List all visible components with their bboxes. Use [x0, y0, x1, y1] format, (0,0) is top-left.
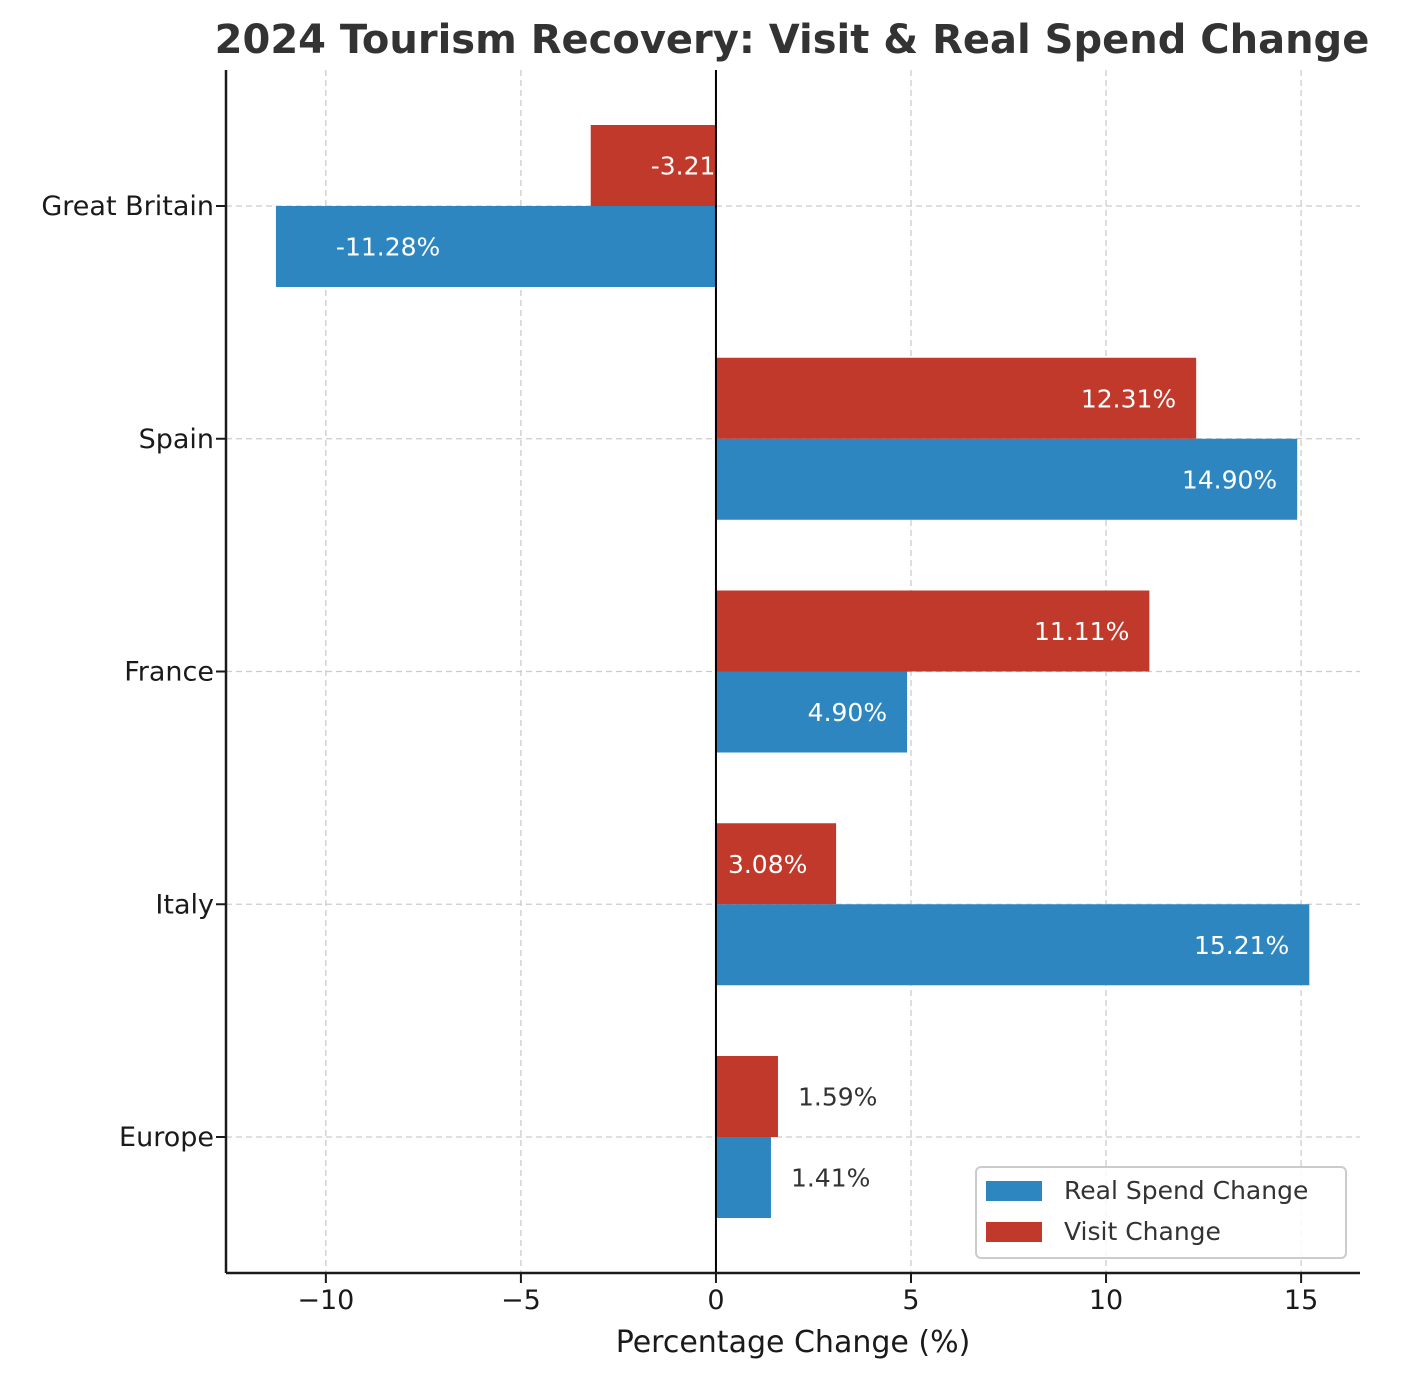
bar-visit-france — [715, 590, 1150, 672]
bar-visit-spain — [715, 357, 1197, 439]
bar-value-label: -3.21% — [651, 152, 739, 181]
category-label: Europe — [119, 1122, 214, 1153]
x-tick-label: −10 — [297, 1285, 354, 1316]
bar-real-spend-france — [715, 671, 908, 753]
x-tick-label: 10 — [1089, 1285, 1123, 1316]
bar-visit-great-britain — [590, 125, 716, 206]
chart-title: 2024 Tourism Recovery: Visit & Real Spen… — [215, 17, 1370, 63]
bar-value-label: 4.90% — [808, 698, 887, 727]
x-tick-label: −5 — [501, 1285, 541, 1316]
bar-real-spend-great-britain — [275, 206, 716, 287]
bar-real-spend-spain — [715, 438, 1298, 520]
bar-value-label: 3.08% — [728, 850, 807, 879]
x-axis-label: Percentage Change (%) — [616, 1325, 971, 1360]
bar-real-spend-italy — [715, 904, 1310, 986]
bar-value-label: 12.31% — [1081, 384, 1176, 413]
bar-value-label: 1.59% — [798, 1083, 877, 1112]
bar-value-label: 15.21% — [1194, 931, 1289, 960]
y-ticks: Great Britain Spain France Italy Europe — [41, 191, 226, 1153]
bar-real-spend-europe — [715, 1137, 771, 1218]
legend-swatch-visit — [986, 1222, 1042, 1242]
category-label: France — [124, 657, 214, 688]
bar-labels: -11.28% 14.90% 4.90% 15.21% 1.41% -3.21% 12.31… — [336, 152, 1289, 1193]
category-label: Italy — [155, 889, 214, 920]
legend-swatch-real-spend — [986, 1181, 1042, 1201]
bar-value-label: 14.90% — [1182, 465, 1277, 494]
bar-visit-europe — [715, 1056, 778, 1137]
legend: Real Spend Change Visit Change — [975, 1166, 1347, 1259]
bar-value-label: 11.11% — [1034, 617, 1129, 646]
x-tick-label: 0 — [707, 1285, 724, 1316]
legend-label-visit: Visit Change — [1064, 1217, 1221, 1246]
x-ticks: −10 −5 0 5 10 15 — [297, 1273, 1318, 1316]
x-tick-label: 5 — [902, 1285, 919, 1316]
bar-visit-italy — [715, 823, 837, 905]
category-label: Great Britain — [41, 191, 214, 222]
legend-frame — [975, 1166, 1347, 1259]
bar-value-label: -11.28% — [336, 233, 440, 262]
category-label: Spain — [139, 424, 214, 455]
x-tick-label: 15 — [1284, 1285, 1318, 1316]
bars — [275, 125, 1310, 1218]
bar-value-label: 1.41% — [791, 1164, 870, 1193]
legend-label-real-spend: Real Spend Change — [1064, 1176, 1308, 1205]
